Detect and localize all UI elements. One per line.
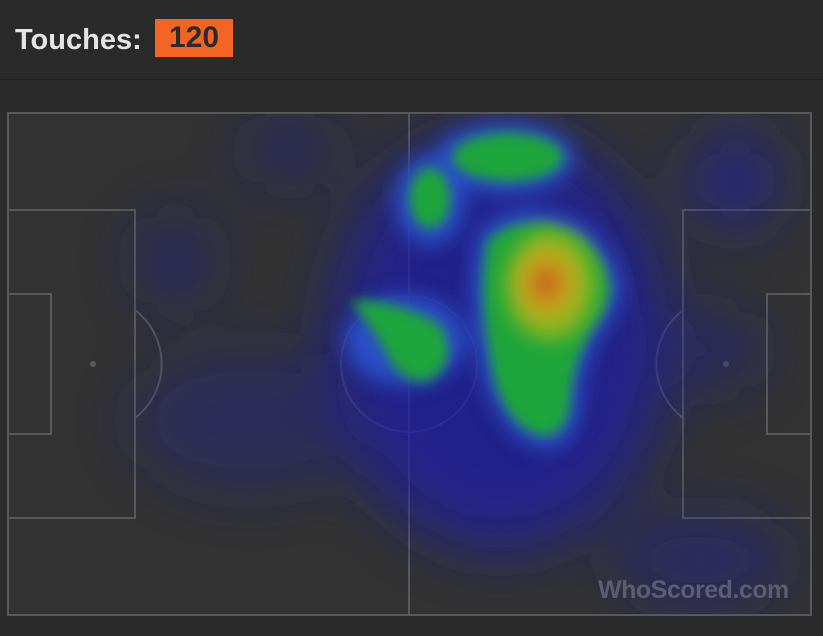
touches-label: Touches: — [15, 24, 142, 56]
heatmap-layer — [130, 115, 790, 605]
touches-count-badge: 120 — [155, 19, 233, 57]
whoscored-watermark: WhoScored.com — [598, 576, 789, 604]
header: Touches: 120 — [0, 0, 823, 80]
